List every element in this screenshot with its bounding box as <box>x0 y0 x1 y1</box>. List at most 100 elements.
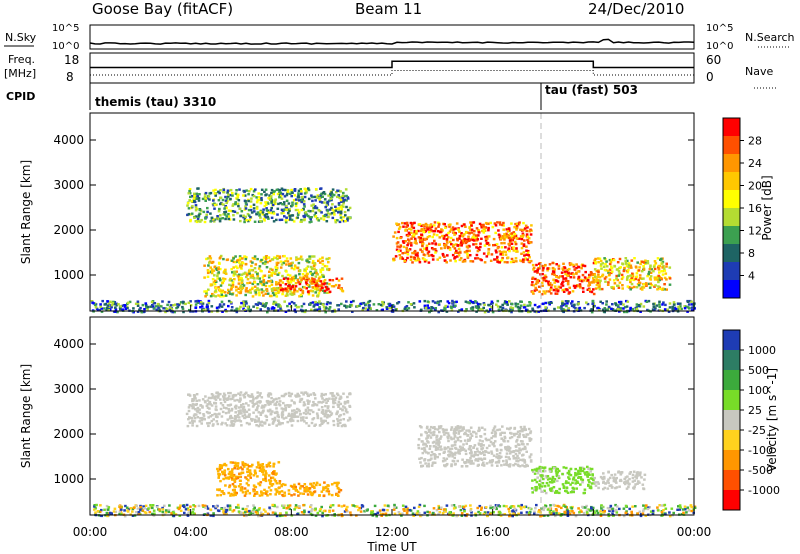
range-gate-cell <box>545 290 548 293</box>
range-gate-cell <box>225 215 228 218</box>
range-gate-cell <box>223 394 227 397</box>
range-gate-cell <box>603 477 606 480</box>
range-gate-cell <box>132 307 135 310</box>
range-gate-cell <box>202 210 206 214</box>
colorbar-tick-label: 4 <box>748 270 755 283</box>
range-gate-cell <box>266 215 270 219</box>
range-gate-cell <box>608 278 612 281</box>
range-gate-cell <box>286 504 290 507</box>
power-ylabel: Slant Range [km] <box>19 160 33 264</box>
range-gate-cell <box>322 280 326 283</box>
range-gate-cell <box>382 303 385 306</box>
range-gate-cell <box>668 306 672 309</box>
range-gate-cell <box>277 419 280 423</box>
range-gate-cell <box>239 472 243 475</box>
range-gate-cell <box>543 489 546 492</box>
range-gate-cell <box>586 279 590 282</box>
range-gate-cell <box>294 276 297 279</box>
range-gate-cell <box>307 277 310 281</box>
range-gate-cell <box>426 252 430 255</box>
range-gate-cell <box>227 288 230 292</box>
range-gate-cell <box>224 199 228 202</box>
range-gate-cell <box>233 394 237 397</box>
range-gate-cell <box>335 207 338 210</box>
range-gate-cell <box>200 419 204 422</box>
range-gate-cell <box>597 261 600 264</box>
range-gate-cell <box>232 260 236 264</box>
range-gate-cell <box>247 199 250 203</box>
range-gate-cell <box>566 274 569 277</box>
range-gate-cell <box>479 435 483 438</box>
range-gate-cell <box>642 264 645 268</box>
range-gate-cell <box>422 223 425 227</box>
range-gate-cell <box>517 443 521 447</box>
range-gate-cell <box>508 463 512 467</box>
range-gate-cell <box>256 198 259 202</box>
range-gate-cell <box>230 470 234 473</box>
range-gate-cell <box>540 281 544 285</box>
range-gate-cell <box>322 488 325 491</box>
range-gate-cell <box>276 192 280 196</box>
range-gate-cell <box>338 284 341 287</box>
range-gate-cell <box>194 303 198 306</box>
range-gate-cell <box>492 237 496 241</box>
range-gate-cell <box>270 410 274 413</box>
range-gate-cell <box>627 286 631 289</box>
range-gate-cell <box>229 193 232 197</box>
range-gate-cell <box>586 465 589 469</box>
range-gate-cell <box>538 484 542 488</box>
range-gate-cell <box>325 307 328 310</box>
range-gate-cell <box>607 281 610 284</box>
range-gate-cell <box>237 467 241 470</box>
range-gate-cell <box>186 204 189 207</box>
range-gate-cell <box>244 200 247 203</box>
range-gate-cell <box>604 280 607 283</box>
range-gate-cell <box>555 263 558 266</box>
range-gate-cell <box>513 426 517 430</box>
range-gate-cell <box>470 462 473 465</box>
range-gate-cell <box>329 213 332 216</box>
range-gate-cell <box>519 304 523 307</box>
range-gate-cell <box>653 308 656 311</box>
range-gate-cell <box>644 262 647 265</box>
range-gate-cell <box>594 275 597 278</box>
range-gate-cell <box>257 192 260 195</box>
range-gate-cell <box>348 305 352 308</box>
range-gate-cell <box>522 306 526 309</box>
range-gate-cell <box>339 287 343 291</box>
range-gate-cell <box>605 260 608 263</box>
range-gate-cell <box>248 190 251 193</box>
range-gate-cell <box>519 425 523 429</box>
range-gate-cell <box>566 281 570 285</box>
range-gate-cell <box>405 308 409 312</box>
range-gate-cell <box>323 289 327 293</box>
range-gate-cell <box>337 304 341 307</box>
range-gate-cell <box>627 483 631 486</box>
range-gate-cell <box>485 222 489 225</box>
range-gate-cell <box>438 230 442 234</box>
range-gate-cell <box>579 278 583 282</box>
range-gate-cell <box>300 305 304 308</box>
range-gate-cell <box>321 267 324 270</box>
range-gate-cell <box>638 276 642 280</box>
range-gate-cell <box>454 260 457 263</box>
range-gate-cell <box>239 263 242 266</box>
range-gate-cell <box>601 273 605 276</box>
range-gate-cell <box>632 470 636 473</box>
range-gate-cell <box>259 468 263 471</box>
range-gate-cell <box>305 487 308 490</box>
range-gate-cell <box>245 302 248 305</box>
range-gate-cell <box>204 295 207 298</box>
range-gate-cell <box>229 188 233 192</box>
range-gate-cell <box>321 268 325 271</box>
range-gate-cell <box>251 261 254 264</box>
range-gate-cell <box>321 256 324 259</box>
range-gate-cell <box>616 304 620 307</box>
range-gate-cell <box>627 485 630 489</box>
range-gate-cell <box>624 257 628 260</box>
range-gate-cell <box>596 280 599 283</box>
range-gate-cell <box>568 286 571 289</box>
range-gate-cell <box>304 409 308 413</box>
range-gate-cell <box>325 416 329 419</box>
range-gate-cell <box>324 285 328 289</box>
